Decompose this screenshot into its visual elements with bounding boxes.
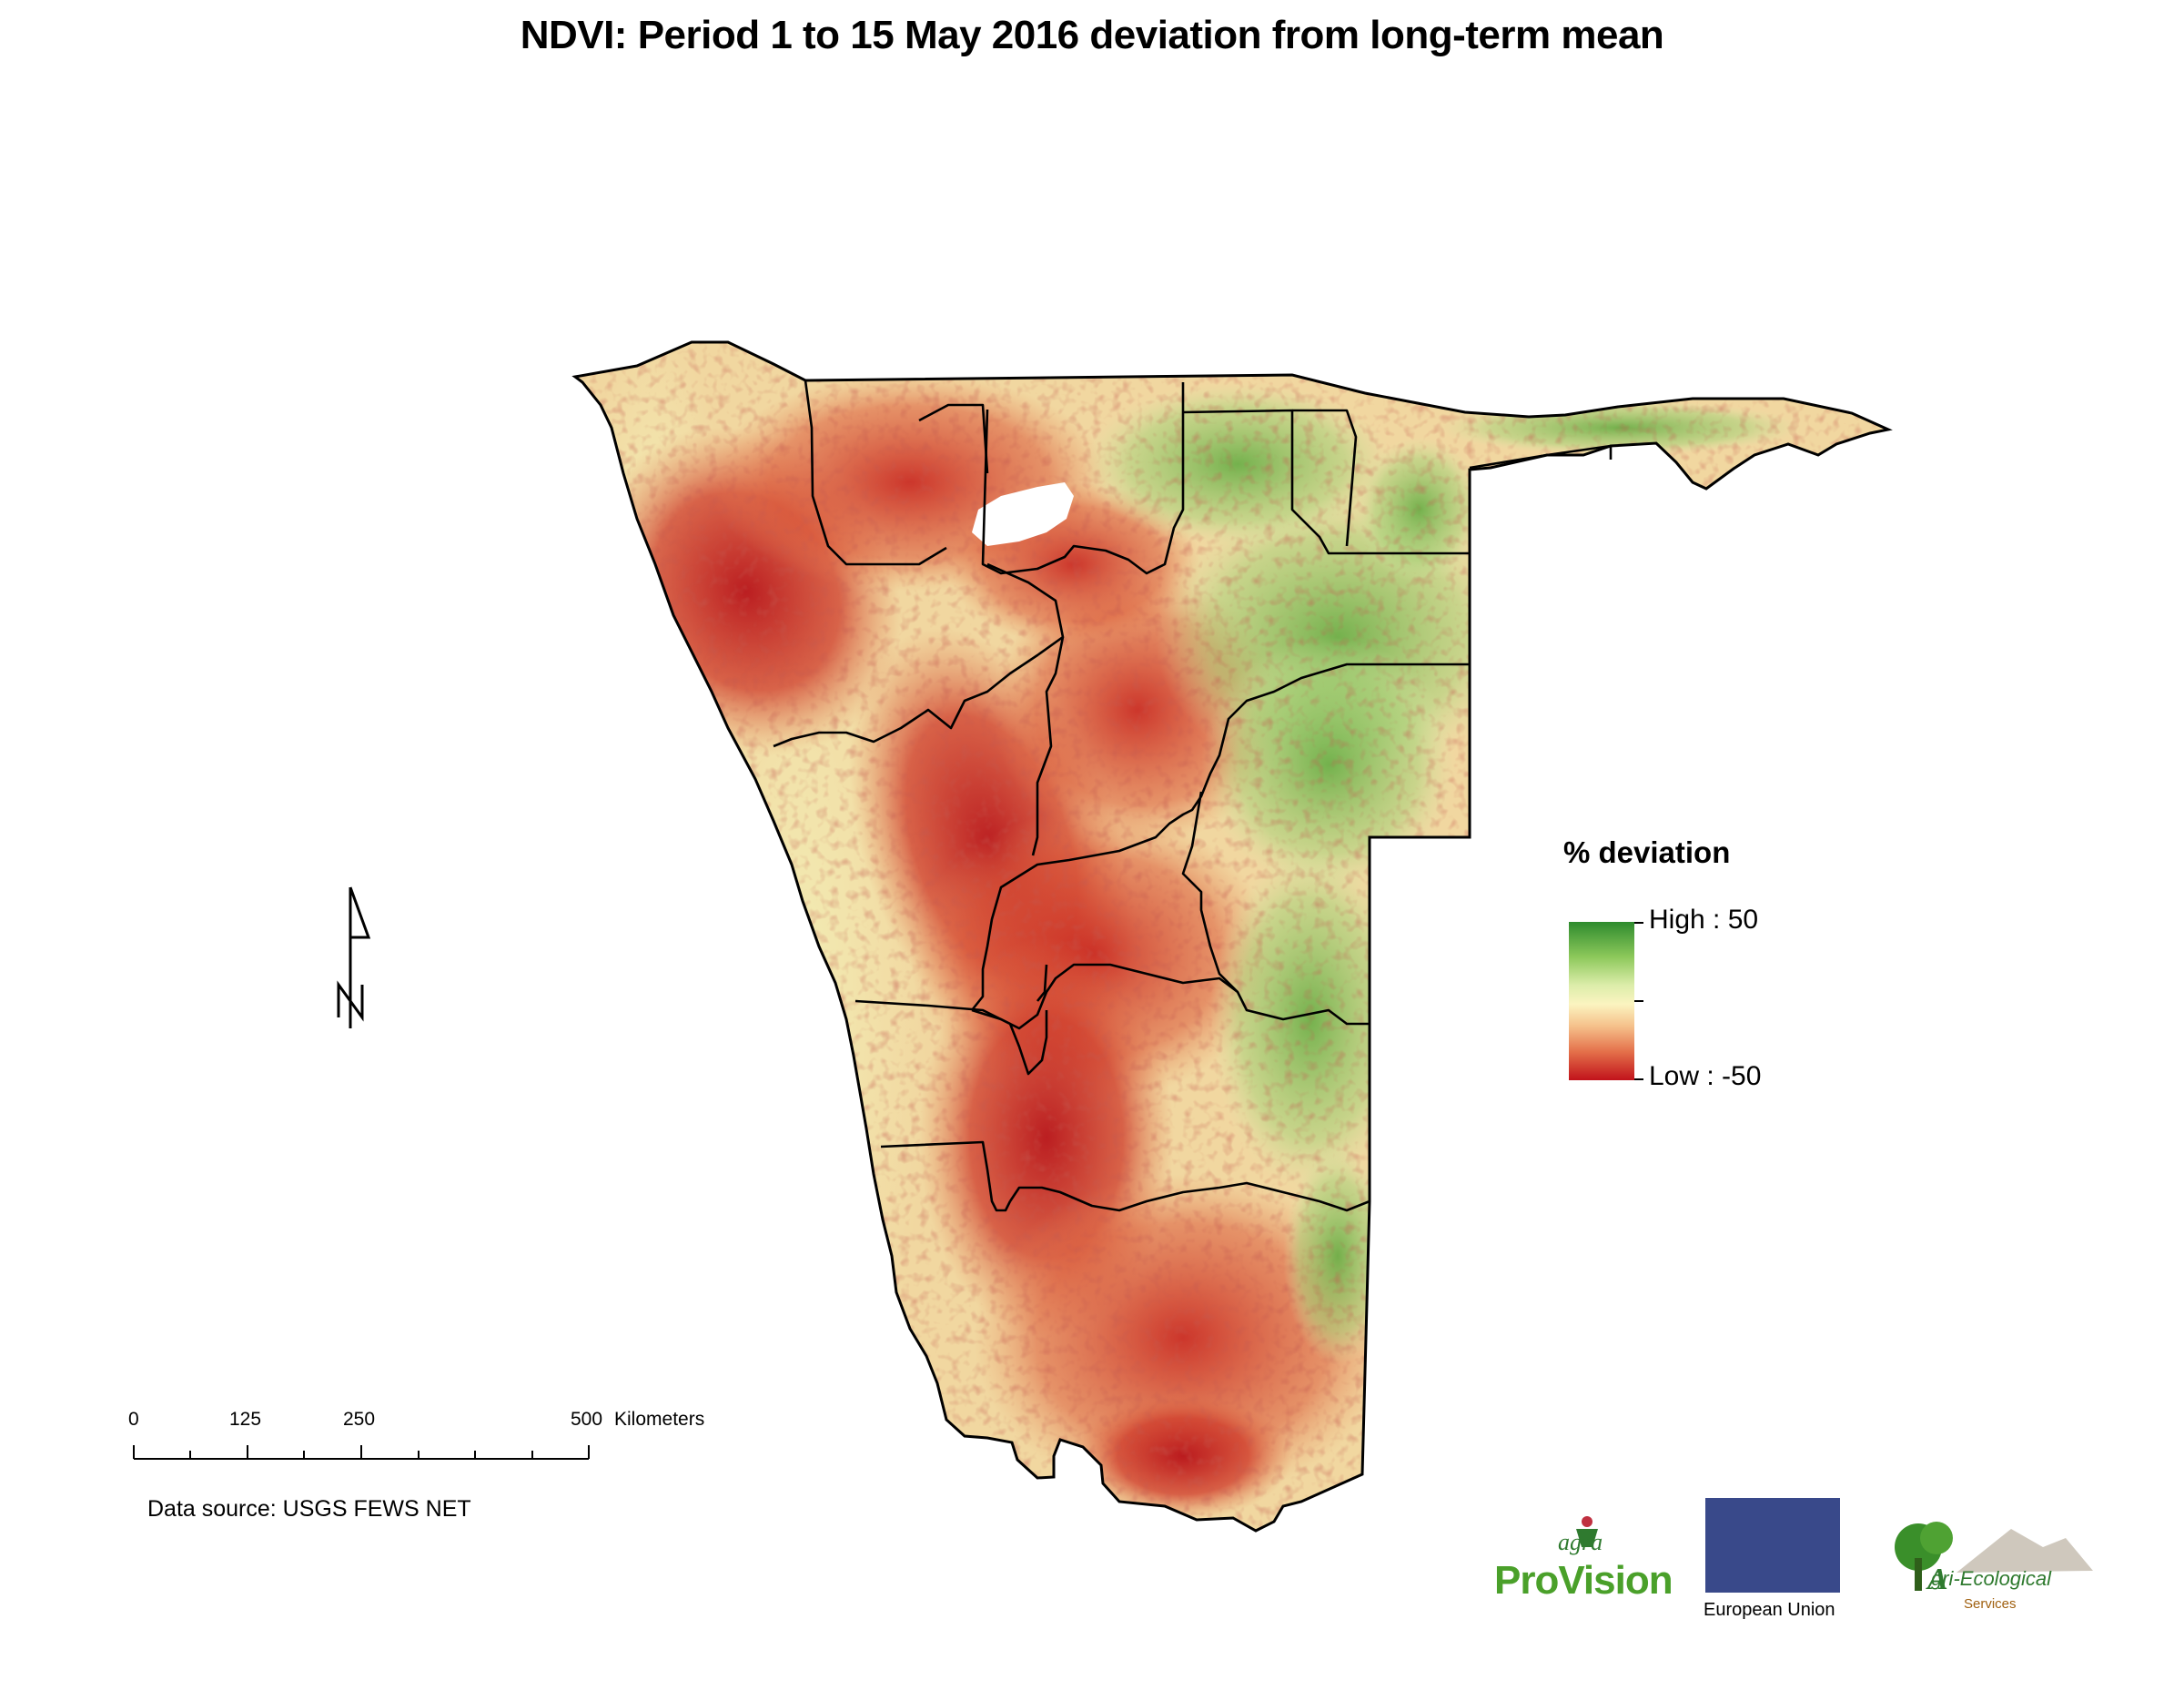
ndvi-raster [575, 342, 1888, 1531]
legend-low-label: Low : -50 [1649, 1061, 1762, 1091]
legend-color-ramp [1569, 922, 1634, 1080]
legend-high-label: High : 50 [1649, 905, 1759, 935]
legend-tick-low [1634, 1078, 1643, 1080]
legend-title: % deviation [1563, 835, 1731, 869]
scale-label-125: 125 [229, 1409, 262, 1430]
aes-letter: A [1926, 1563, 1948, 1596]
legend-tick-high [1634, 922, 1643, 924]
etosha-pan [972, 482, 1074, 546]
agra-logo-small: agra [1558, 1529, 1603, 1555]
aes-logo-text: gri-Ecological [1931, 1567, 2052, 1590]
agra-provision-logo: ProVision [1494, 1558, 1673, 1603]
scale-unit: Kilometers [614, 1409, 705, 1430]
scale-bar [133, 1445, 590, 1460]
scale-label-500: 500 [571, 1409, 603, 1430]
aes-logo-subtext: Services [1964, 1596, 2017, 1612]
north-arrow-icon [337, 886, 371, 1028]
map-title: NDVI: Period 1 to 15 May 2016 deviation … [520, 13, 1664, 57]
agra-figure-icon [1576, 1516, 1598, 1547]
eu-label: European Union [1704, 1600, 1835, 1620]
agri-ecological-logo-icon: A [1895, 1522, 2093, 1596]
region-boundaries [773, 379, 1613, 1212]
legend-tick-mid [1634, 1000, 1643, 1002]
data-source: Data source: USGS FEWS NET [147, 1496, 471, 1522]
scale-label-250: 250 [343, 1409, 376, 1430]
scale-label-0: 0 [128, 1409, 139, 1430]
eu-flag [1705, 1498, 1840, 1593]
